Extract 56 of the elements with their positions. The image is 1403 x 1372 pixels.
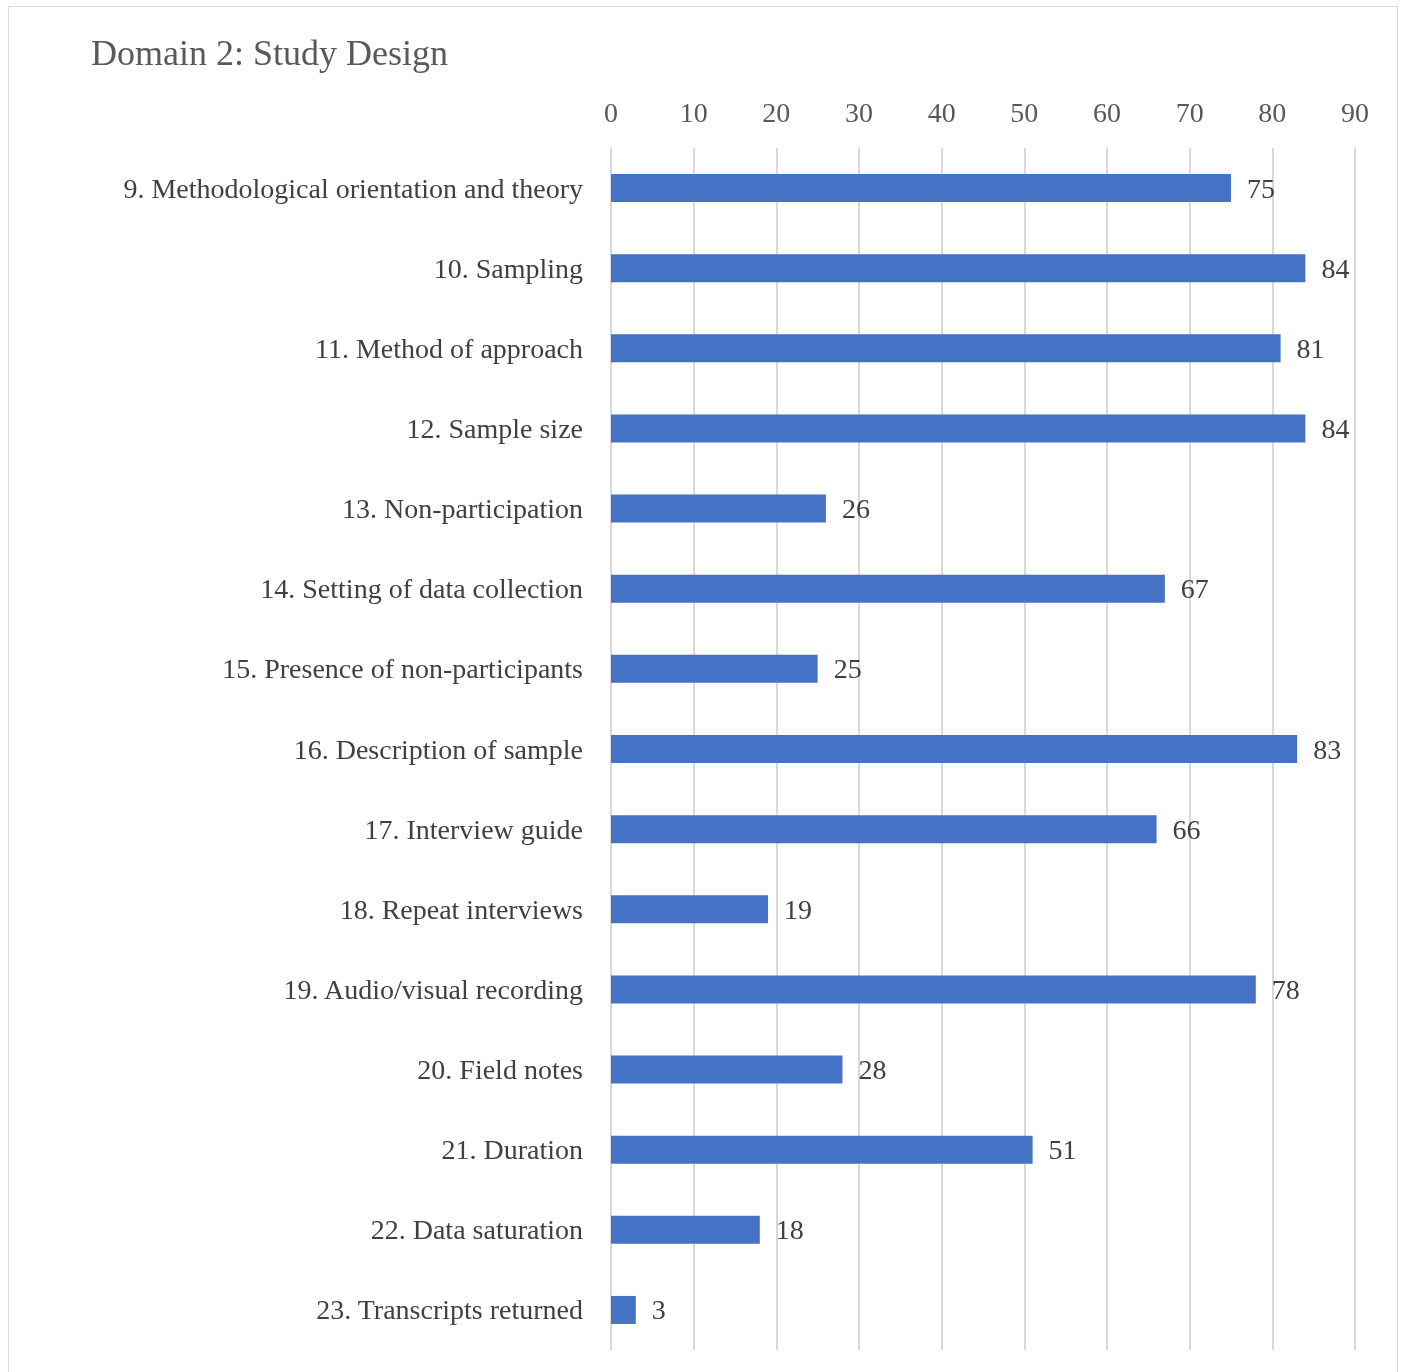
y-tick-label: 22. Data saturation: [370, 1214, 583, 1246]
y-tick-label: 15. Presence of non-participants: [222, 653, 583, 685]
data-label: 18: [775, 1214, 804, 1246]
y-tick-label: 9. Methodological orientation and theory: [123, 172, 583, 204]
data-label: 66: [1172, 813, 1201, 845]
y-tick-label: 20. Field notes: [417, 1054, 583, 1086]
bar: [611, 735, 1298, 763]
y-tick-label: 17. Interview guide: [364, 813, 583, 845]
x-tick-label: 30: [845, 96, 873, 128]
data-label: 3: [651, 1294, 666, 1326]
data-label: 84: [1321, 412, 1350, 444]
data-label: 25: [833, 653, 862, 685]
y-tick-label: 11. Method of approach: [315, 332, 583, 364]
data-label: 26: [841, 493, 870, 525]
x-tick-label: 40: [927, 96, 956, 128]
data-label: 67: [1180, 573, 1209, 605]
y-tick-label: 12. Sample size: [406, 412, 583, 444]
x-tick-label: 20: [762, 96, 791, 128]
bar: [611, 174, 1231, 203]
bar: [611, 975, 1256, 1004]
x-tick-label: 0: [604, 96, 618, 128]
x-tick-label: 80: [1258, 96, 1287, 128]
x-tick-label: 10: [679, 96, 708, 128]
bar: [611, 1295, 636, 1324]
y-tick-label: 14. Setting of data collection: [260, 573, 583, 605]
bar: [611, 494, 826, 523]
y-tick-label: 13. Non-participation: [341, 493, 583, 525]
x-tick-label: 90: [1341, 96, 1369, 128]
bar: [611, 815, 1157, 844]
bar: [611, 254, 1306, 283]
y-tick-label: 16. Description of sample: [293, 733, 583, 765]
y-tick-label: 19. Audio/visual recording: [283, 973, 583, 1005]
bar: [611, 895, 769, 924]
x-tick-label: 50: [1010, 96, 1039, 128]
text: Domain 2: Study Design: [91, 33, 448, 73]
bar: [611, 414, 1306, 443]
x-tick-label: 70: [1175, 96, 1204, 128]
data-label: 83: [1313, 733, 1342, 765]
bar: [611, 1055, 843, 1084]
data-label: 81: [1296, 332, 1325, 364]
y-tick-label: 23. Transcripts returned: [316, 1294, 583, 1326]
data-label: 28: [858, 1054, 887, 1086]
y-tick-label: 21. Duration: [441, 1134, 583, 1166]
bar: [611, 654, 818, 683]
data-label: 84: [1321, 252, 1350, 284]
data-label: 19: [784, 893, 813, 925]
bar: [611, 1215, 760, 1244]
bar: [611, 1135, 1033, 1164]
bar: [611, 574, 1165, 603]
y-tick-label: 18. Repeat interviews: [339, 893, 583, 925]
data-label: 78: [1271, 973, 1300, 1005]
x-tick-label: 60: [1093, 96, 1121, 128]
y-tick-label: 10. Sampling: [433, 252, 583, 284]
data-label: 75: [1247, 172, 1275, 204]
data-label: 51: [1048, 1134, 1077, 1166]
bar: [611, 334, 1281, 363]
